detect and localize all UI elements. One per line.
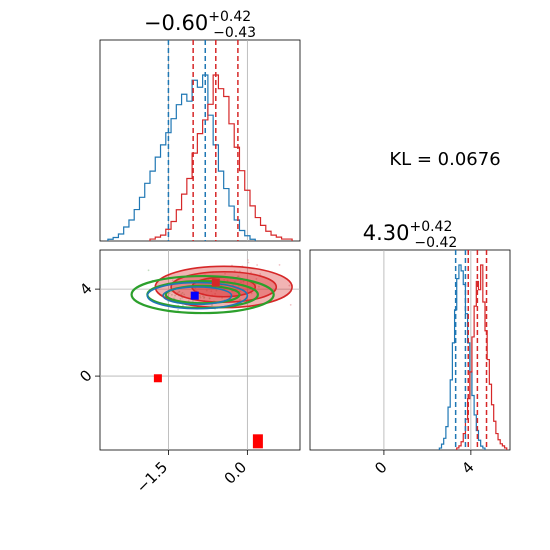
sample-point	[199, 296, 202, 299]
sample-point	[239, 290, 242, 293]
sample-point	[256, 264, 259, 266]
sample-point	[238, 298, 241, 301]
sample-point	[171, 279, 174, 282]
sample-point	[174, 294, 176, 297]
sample-point	[247, 259, 249, 261]
sample-point	[180, 293, 183, 296]
title-param-2: 4.30+0.42 −0.42	[363, 219, 458, 251]
sample-point	[240, 281, 242, 284]
sample-point	[255, 278, 258, 280]
sample-point	[203, 297, 205, 299]
sample-point	[202, 295, 204, 297]
sample-point	[177, 308, 180, 311]
sample-point	[289, 303, 292, 306]
sample-point	[215, 289, 218, 292]
hist-series-1	[456, 264, 508, 450]
sample-point	[179, 297, 182, 300]
joint-panel: −1.5 0.0 0 4	[76, 249, 301, 497]
x-tick-label: 0	[371, 458, 390, 477]
marker-3	[211, 278, 220, 287]
y-tick-label: 4	[76, 279, 95, 298]
sample-point	[259, 273, 262, 275]
marginal-panel-2: 0 4 4.30+0.42 −0.42	[309, 219, 511, 478]
sample-point	[250, 292, 253, 295]
marker-1	[153, 374, 162, 383]
y-tick-label: 0	[76, 366, 95, 385]
sample-point	[214, 292, 217, 295]
marker-0	[190, 291, 199, 300]
x-tick-label: 4	[458, 458, 477, 477]
marker-2	[252, 434, 263, 449]
hist-series-0	[107, 74, 256, 241]
sample-point	[226, 279, 229, 282]
sample-point	[211, 304, 213, 307]
title-param-1: −0.60+0.42 −0.43	[144, 9, 256, 41]
sample-point	[194, 287, 197, 290]
marginal-panel-1: −0.60+0.42 −0.43	[99, 9, 301, 242]
contour-level	[130, 274, 275, 315]
sample-point	[242, 280, 245, 283]
sample-point	[183, 293, 186, 296]
sample-point	[171, 293, 173, 296]
sample-point	[278, 264, 281, 266]
sample-point	[192, 300, 194, 302]
sample-point	[288, 284, 291, 287]
sample-point	[176, 291, 179, 294]
sample-point	[178, 290, 181, 293]
sample-point	[223, 278, 226, 281]
kl-annotation: KL = 0.0676	[389, 149, 500, 170]
sample-point	[247, 261, 250, 264]
sample-point	[205, 289, 208, 292]
sample-point	[224, 272, 226, 275]
sample-point	[237, 275, 240, 278]
contour-level	[162, 286, 233, 306]
contour-level	[146, 281, 249, 310]
sample-point	[258, 285, 260, 288]
sample-point	[208, 297, 211, 300]
sample-point	[210, 290, 213, 293]
sample-point	[199, 295, 201, 297]
sample-point	[181, 291, 184, 294]
sample-point	[250, 271, 252, 274]
x-tick-label: −1.5	[133, 458, 171, 496]
sample-point	[147, 269, 150, 272]
hist-series-1	[149, 74, 293, 241]
contour-level	[164, 284, 241, 305]
sample-point	[168, 292, 171, 294]
x-tick-label: 0.0	[221, 458, 251, 488]
